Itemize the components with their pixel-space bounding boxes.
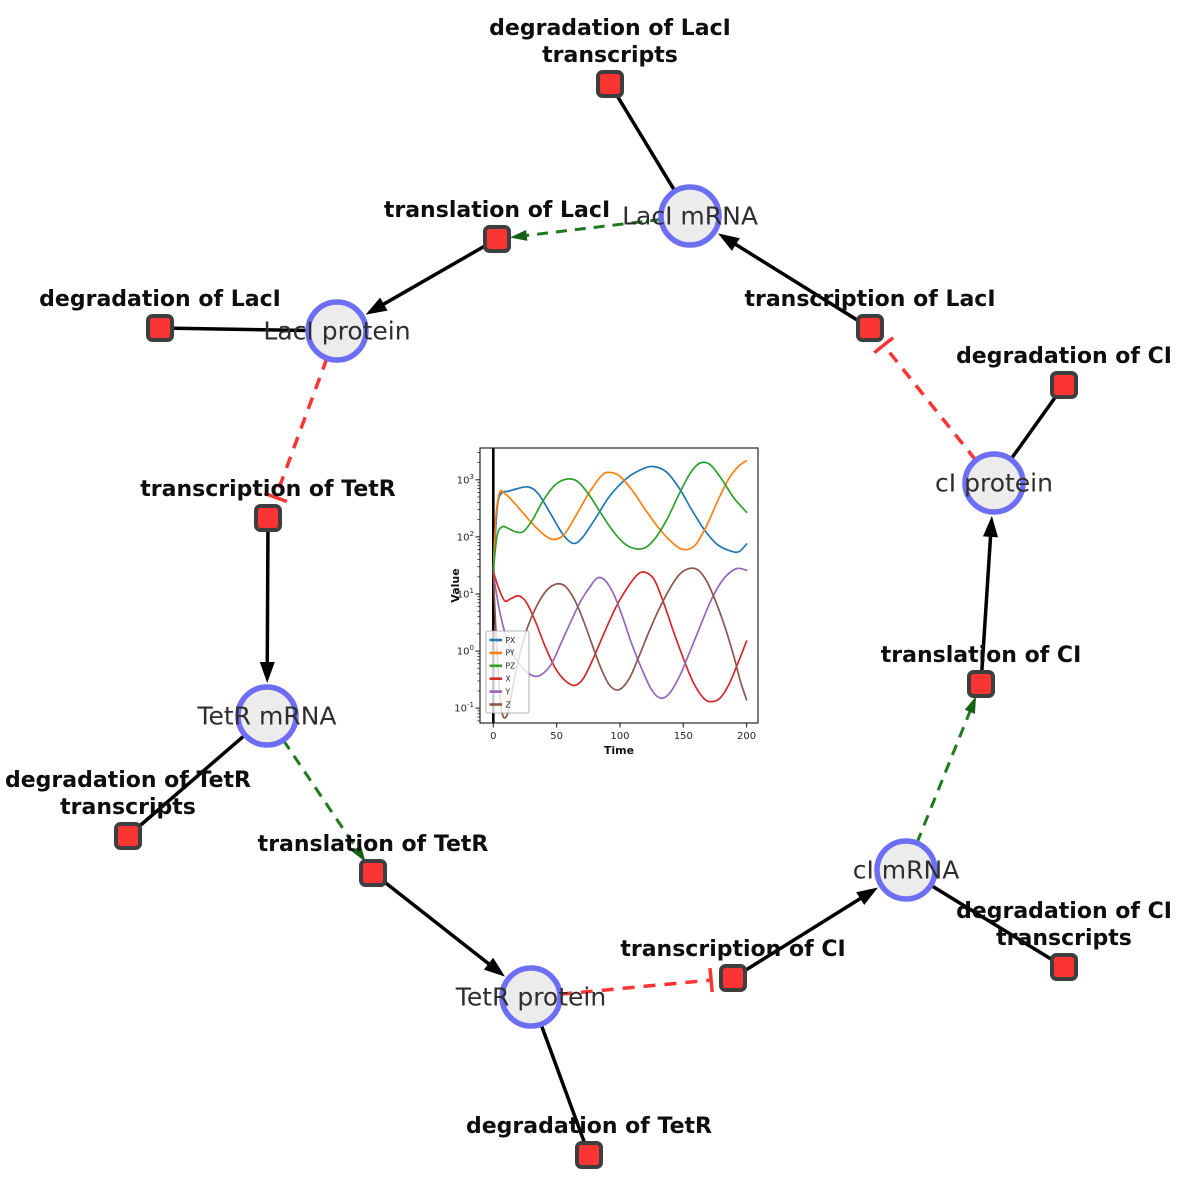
- translation-edge-ci_mrna-to-transl_ci: [915, 704, 974, 844]
- production-edge-txn_tetr-to-tetr_mrna: [265, 517, 270, 672]
- x-tick-label: 200: [737, 731, 756, 742]
- reaction-label-deg_ci: degradation of CI: [956, 344, 1172, 369]
- x-tick-label: 50: [550, 731, 563, 742]
- degradation-edge-ci_mrna-to-deg_ci_tx: [929, 883, 1065, 969]
- x-tick-label: 100: [610, 731, 629, 742]
- reaction-label-txn_laci: transcription of LacI: [744, 287, 995, 312]
- reaction-label-transl_ci: translation of CI: [881, 643, 1082, 668]
- inhibition-edge-ci_prot-to-txn_laci-tbar-icon: [873, 336, 895, 355]
- inhibition-edge-laci_prot-to-txn_tetr: [273, 357, 329, 498]
- degradation-edge-tetr_mrna-to-deg_tetr_tx: [126, 733, 247, 838]
- reaction-node-deg_ci: [1050, 371, 1078, 399]
- production-edge-txn_laci-to-laci_mrna: [726, 238, 871, 330]
- plot-series-layer: [491, 448, 748, 723]
- x-tick-label: 150: [674, 731, 693, 742]
- reaction-node-deg_tetr_tx: [114, 822, 142, 850]
- species-node-laci_mrna: [658, 184, 722, 248]
- production-edge-transl_ci-to-ci_prot-arrowhead-icon: [983, 515, 998, 538]
- production-edge-transl_ci-to-ci_prot: [979, 527, 993, 685]
- species-node-tetr_prot: [499, 965, 563, 1029]
- series-line-PY: [492, 459, 748, 573]
- species-node-laci_prot: [305, 299, 369, 363]
- species-node-ci_mrna: [874, 838, 938, 902]
- production-edge-transl_tetr-to-tetr_prot: [371, 871, 498, 971]
- reaction-node-transl_laci: [483, 225, 511, 253]
- reaction-label-txn_tetr: transcription of TetR: [140, 477, 396, 502]
- inhibition-edge-tetr_prot-to-txn_ci: [559, 978, 712, 997]
- reaction-node-deg_laci: [146, 314, 174, 342]
- species-label-laci_prot: LacI protein: [263, 317, 410, 346]
- species-label-ci_mrna: cI mRNA: [853, 856, 960, 885]
- inhibition-edge-ci_prot-to-txn_laci: [882, 344, 978, 462]
- production-edge-transl_laci-to-laci_prot: [374, 237, 498, 311]
- reaction-label-deg_laci: degradation of LacI: [39, 287, 281, 312]
- reaction-label-deg_tetr: degradation of TetR: [466, 1114, 712, 1139]
- legend-label-PX: PX: [506, 636, 516, 645]
- y-axis-label: Value: [449, 568, 462, 602]
- reaction-node-txn_laci: [856, 314, 884, 342]
- species-label-ci_prot: cI protein: [935, 469, 1053, 498]
- y-tick-label: 10-1: [454, 701, 474, 715]
- reaction-node-deg_ci_tx: [1050, 953, 1078, 981]
- reaction-node-txn_tetr: [254, 504, 282, 532]
- y-tick-label: 102: [457, 530, 474, 544]
- series-line-PZ: [492, 461, 748, 573]
- reaction-node-deg_laci_tx: [596, 70, 624, 98]
- inhibition-edge-laci_prot-to-txn_tetr-tbar-icon: [263, 491, 288, 504]
- production-edge-transl_tetr-to-tetr_prot-arrowhead-icon: [483, 957, 505, 977]
- x-tick-label: 0: [490, 731, 496, 742]
- series-line-Y: [492, 567, 748, 700]
- translation-edge-laci_mrna-to-transl_laci: [519, 217, 662, 238]
- production-edge-transl_laci-to-laci_prot-arrowhead-icon: [365, 297, 388, 315]
- production-edge-txn_ci-to-ci_mrna-arrowhead-icon: [856, 887, 878, 905]
- reaction-label-deg_tetr_tx-line2: transcripts: [60, 795, 196, 820]
- nodes-layer: [114, 70, 1078, 1169]
- translation-edge-laci_mrna-to-transl_laci-arrowhead-icon: [509, 230, 528, 241]
- legend-label-Z: Z: [506, 700, 511, 709]
- reaction-node-txn_ci: [719, 964, 747, 992]
- series-line-Z: [492, 567, 748, 719]
- y-tick-label: 100: [457, 644, 474, 658]
- species-label-laci_mrna: LacI mRNA: [622, 202, 758, 231]
- legend-label-PY: PY: [506, 649, 515, 658]
- reaction-label-txn_ci: transcription of CI: [620, 937, 845, 962]
- reaction-label-deg_laci_tx-line2: transcripts: [542, 43, 678, 68]
- production-edge-txn_tetr-to-tetr_mrna-arrowhead-icon: [259, 662, 275, 683]
- degradation-edge-laci_mrna-to-deg_laci_tx: [608, 83, 677, 193]
- species-label-tetr_mrna: TetR mRNA: [196, 702, 336, 731]
- edges-layer: [126, 83, 1066, 1156]
- series-line-PX: [492, 465, 748, 573]
- legend-label-PZ: PZ: [506, 662, 516, 671]
- production-edge-txn_ci-to-ci_mrna: [732, 892, 870, 980]
- reaction-label-deg_laci_tx-line1: degradation of LacI: [489, 16, 731, 41]
- species-node-tetr_mrna: [235, 684, 299, 748]
- time-series-chart: 0 50 100 150 20010-1100101102103TimeValuePXP…: [449, 447, 759, 757]
- reaction-label-deg_tetr_tx-line1: degradation of TetR: [5, 768, 251, 793]
- degradation-edge-laci_prot-to-deg_laci: [159, 326, 309, 333]
- species-label-tetr_prot: TetR protein: [455, 983, 606, 1012]
- translation-edge-tetr_mrna-to-transl_tetr-arrowhead-icon: [351, 845, 366, 863]
- reaction-label-transl_laci: translation of LacI: [384, 198, 610, 223]
- reaction-node-transl_ci: [967, 670, 995, 698]
- axes-frame: [479, 447, 759, 724]
- reaction-label-deg_ci_tx-line2: transcripts: [996, 926, 1132, 951]
- legend-label-X: X: [506, 675, 511, 684]
- species-node-ci_prot: [962, 451, 1026, 515]
- reaction-node-deg_tetr: [575, 1141, 603, 1169]
- translation-edge-ci_mrna-to-transl_ci-arrowhead-icon: [964, 696, 977, 714]
- production-edge-txn_laci-to-laci_mrna-arrowhead-icon: [718, 233, 740, 251]
- reaction-node-transl_tetr: [359, 859, 387, 887]
- labels-layer: LacI mRNA LacI protein TetR mRNA TetR prote…: [5, 16, 1172, 1139]
- y-tick-label: 103: [457, 473, 474, 487]
- x-axis-label: Time: [604, 744, 634, 757]
- reaction-label-deg_ci_tx-line1: degradation of CI: [956, 899, 1172, 924]
- inhibition-edge-tetr_prot-to-txn_ci-tbar-icon: [708, 967, 714, 993]
- reaction-label-transl_tetr: translation of TetR: [258, 832, 489, 857]
- degradation-edge-tetr_prot-to-deg_tetr: [539, 1023, 591, 1156]
- legend-label-Y: Y: [505, 687, 511, 696]
- series-line-X: [492, 570, 748, 703]
- translation-edge-tetr_mrna-to-transl_tetr: [281, 739, 362, 855]
